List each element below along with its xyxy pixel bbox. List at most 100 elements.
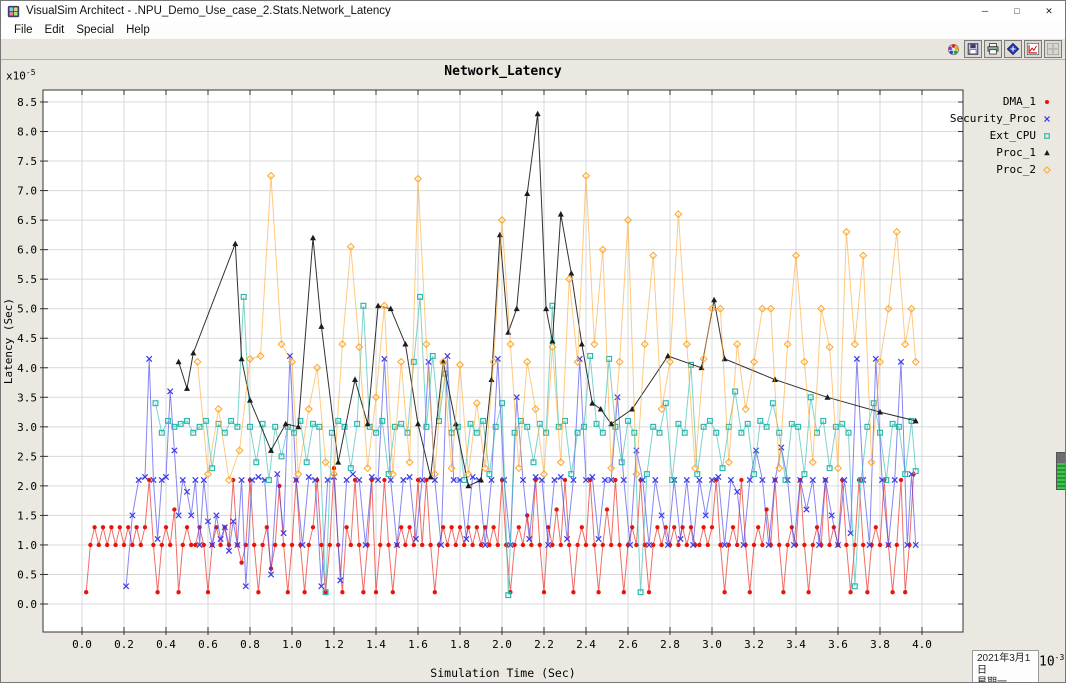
svg-text:2.6: 2.6 — [618, 638, 638, 651]
svg-text:0.0: 0.0 — [72, 638, 92, 651]
svg-text:1.5: 1.5 — [17, 509, 37, 522]
svg-text:5.0: 5.0 — [17, 303, 37, 316]
svg-text:3.6: 3.6 — [828, 638, 848, 651]
legend: DMA_1 Security_Proc Ext_CPU Proc_1 Proc_2 — [950, 93, 1053, 178]
proc_1-marker-icon — [1044, 149, 1050, 155]
ext_cpu-marker-icon — [1044, 132, 1050, 139]
series-proc_2 — [193, 171, 920, 485]
x-exponent-power: -3 — [1054, 653, 1065, 662]
window-title: VisualSim Architect - .NPU_Demo_Use_case… — [26, 5, 391, 17]
svg-text:3.8: 3.8 — [870, 638, 890, 651]
chart-format-icon — [1026, 42, 1040, 56]
plot-background — [43, 90, 963, 632]
svg-text:3.0: 3.0 — [702, 638, 722, 651]
fill-icon — [1006, 42, 1020, 56]
legend-item-proc_1: Proc_1 — [950, 144, 1053, 161]
svg-text:2.4: 2.4 — [576, 638, 596, 651]
series-proc_1 — [175, 110, 919, 489]
print-button[interactable] — [984, 40, 1002, 58]
format-button[interactable] — [1024, 40, 1042, 58]
chart-title: Network_Latency — [444, 64, 562, 79]
svg-text:3.4: 3.4 — [786, 638, 806, 651]
move-icon — [1046, 42, 1060, 56]
date-tooltip: 2021年3月1日 星期一 — [972, 650, 1039, 683]
svg-text:1.0: 1.0 — [282, 638, 302, 651]
tick-labels: 0.0 0.2 0.4 0.6 0.8 1.0 1.2 1.4 1.6 1.8 2.0 2.2 2.4 2… — [17, 96, 932, 651]
svg-text:0.6: 0.6 — [198, 638, 218, 651]
printer-icon — [987, 43, 999, 55]
svg-text:0.5: 0.5 — [17, 568, 37, 581]
legend-item-security_proc: Security_Proc — [950, 110, 1053, 127]
save-icon — [967, 43, 979, 55]
minimize-button[interactable]: ─ — [981, 6, 989, 16]
svg-text:2.8: 2.8 — [660, 638, 680, 651]
legend-label: DMA_1 — [1002, 95, 1036, 108]
svg-text:2.2: 2.2 — [534, 638, 554, 651]
svg-text:8.0: 8.0 — [17, 126, 37, 139]
y-exponent-base: x10 — [6, 69, 26, 83]
close-button[interactable]: ✕ — [1045, 5, 1053, 16]
color-palette-icon — [947, 43, 959, 55]
security_proc-marker-icon — [1044, 115, 1050, 122]
color-palette-button[interactable] — [944, 40, 962, 58]
svg-text:5.5: 5.5 — [17, 273, 37, 286]
svg-text:4.0: 4.0 — [912, 638, 932, 651]
menubar: File Edit Special Help — [1, 21, 1065, 38]
svg-text:1.6: 1.6 — [408, 638, 428, 651]
legend-label: Security_Proc — [949, 112, 1036, 125]
titlebar: VisualSim Architect - .NPU_Demo_Use_case… — [1, 1, 1065, 21]
legend-label: Ext_CPU — [989, 129, 1036, 142]
date-line-2: 星期一 — [977, 677, 1007, 683]
y-axis-exponent: x10-5 — [6, 68, 36, 83]
proc_2-marker-icon — [1043, 165, 1051, 174]
svg-text:2.5: 2.5 — [17, 450, 37, 463]
scrollbar-thumb[interactable] — [1056, 452, 1065, 490]
legend-label: Proc_2 — [996, 163, 1036, 176]
scrollbar-thumb-cap — [1057, 453, 1065, 463]
svg-text:3.2: 3.2 — [744, 638, 764, 651]
svg-text:1.0: 1.0 — [17, 539, 37, 552]
series-dma_1 — [84, 466, 916, 595]
x-axis-label: Simulation Time (Sec) — [430, 666, 576, 680]
legend-item-proc_2: Proc_2 — [950, 161, 1053, 178]
svg-text:1.8: 1.8 — [450, 638, 470, 651]
toolbar — [1, 38, 1065, 60]
save-button[interactable] — [964, 40, 982, 58]
svg-text:4.5: 4.5 — [17, 332, 37, 345]
svg-text:0.8: 0.8 — [240, 638, 260, 651]
plot-area[interactable]: 0.0 0.2 0.4 0.6 0.8 1.0 1.2 1.4 1.6 1.8 2.0 2.2 2.4 2… — [1, 60, 1066, 683]
date-line-1: 2021年3月1日 — [977, 653, 1031, 676]
svg-text:0.4: 0.4 — [156, 638, 176, 651]
svg-text:6.0: 6.0 — [17, 244, 37, 257]
x-exponent-base: 10 — [1039, 654, 1055, 670]
maximize-button[interactable]: □ — [1014, 6, 1020, 16]
fill-button[interactable] — [1004, 40, 1022, 58]
svg-text:1.2: 1.2 — [324, 638, 344, 651]
svg-text:6.5: 6.5 — [17, 214, 37, 227]
svg-text:8.5: 8.5 — [17, 96, 37, 109]
chart-canvas: Network_Latency x10-5 Latency (Sec) 0.0 0… — [1, 60, 1065, 682]
window-controls: ─ □ ✕ — [969, 1, 1065, 21]
legend-item-dma_1: DMA_1 — [950, 93, 1053, 110]
y-exponent-power: -5 — [25, 68, 36, 77]
menu-item-file[interactable]: File — [14, 23, 33, 36]
svg-text:3.5: 3.5 — [17, 391, 37, 404]
svg-text:3.0: 3.0 — [17, 421, 37, 434]
menu-item-help[interactable]: Help — [126, 23, 150, 36]
move-button — [1044, 40, 1062, 58]
menu-item-special[interactable]: Special — [76, 23, 115, 36]
app-icon — [7, 5, 20, 18]
x-axis-exponent: 10-3 — [1039, 653, 1064, 669]
legend-label: Proc_1 — [996, 146, 1036, 159]
plot-border — [42, 89, 964, 633]
menu-item-edit[interactable]: Edit — [44, 23, 65, 36]
svg-text:2.0: 2.0 — [492, 638, 512, 651]
svg-text:1.4: 1.4 — [366, 638, 386, 651]
svg-text:7.0: 7.0 — [17, 185, 37, 198]
scrollbar-thumb-stripes — [1057, 463, 1065, 489]
svg-text:0.0: 0.0 — [17, 598, 37, 611]
axis-ticks — [40, 90, 963, 635]
svg-text:4.0: 4.0 — [17, 362, 37, 375]
legend-item-ext_cpu: Ext_CPU — [950, 127, 1053, 144]
